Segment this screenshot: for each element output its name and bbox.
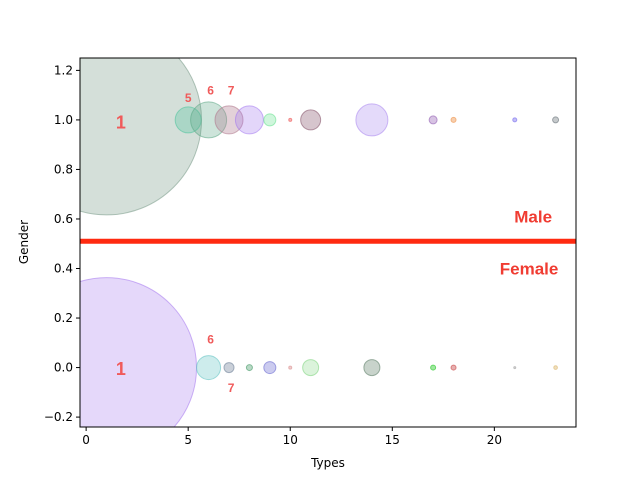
- bubble-s0-x17: [428, 115, 438, 125]
- x-axis-label: Types: [310, 456, 345, 470]
- bubble-s1-x11: [302, 359, 320, 377]
- bubble-s1-x21: [513, 366, 517, 370]
- x-tick-label: 15: [385, 433, 400, 447]
- bubble-s0-x11: [300, 109, 322, 131]
- y-tick-label: 1.0: [54, 113, 73, 127]
- x-tick-label: 0: [82, 433, 90, 447]
- bubble-annotation-2: 6: [207, 84, 214, 98]
- bubble-s0-x6: [190, 101, 228, 139]
- y-tick-label: 1.2: [54, 63, 73, 77]
- bubble-s0-x18: [450, 116, 457, 123]
- bubble-s1-x14: [363, 359, 381, 377]
- bubble-s0-x23: [552, 116, 560, 124]
- divider-layer: Male Female: [80, 208, 576, 279]
- bubble-annotation-1: 5: [185, 91, 192, 105]
- divider-label-1: Female: [500, 260, 559, 279]
- x-tick-label: 5: [184, 433, 192, 447]
- bubble-s1-x1: [80, 277, 198, 427]
- y-tick-label: 0.0: [54, 361, 73, 375]
- y-tick-label: 0.2: [54, 311, 73, 325]
- bubble-s0-x14: [355, 103, 389, 137]
- bubble-annotation-0: 1: [116, 112, 126, 132]
- plot-frame: [79, 57, 577, 428]
- bubble-annotation-5: 6: [207, 332, 214, 346]
- bubble-s0-x1: [80, 58, 203, 216]
- bubble-s1-x6: [196, 355, 222, 381]
- y-axis-label: Gender: [17, 220, 31, 264]
- bubble-s0-x10: [288, 117, 293, 122]
- bubble-s0-x5: [174, 106, 202, 134]
- bubble-s1-x17: [430, 364, 437, 371]
- bubble-s0-x9: [263, 113, 277, 127]
- y-tick-label: 0.6: [54, 212, 73, 226]
- y-tick-label: 0.4: [54, 262, 73, 276]
- bubble-s1-x7: [223, 362, 235, 374]
- bubble-s1-x9: [263, 361, 277, 375]
- bubbles-layer: [80, 58, 560, 427]
- bubble-s0-x7: [214, 105, 244, 135]
- x-axis: 0 5 10 15 20: [82, 427, 502, 447]
- bubble-annotation-3: 7: [228, 84, 235, 98]
- bubble-s1-x8: [245, 364, 253, 372]
- bubble-s1-x10: [288, 365, 293, 370]
- bubble-s0-x21: [512, 117, 518, 123]
- x-tick-label: 10: [283, 433, 298, 447]
- y-tick-label: 0.8: [54, 162, 73, 176]
- bubble-s1-x23: [553, 365, 558, 370]
- bubble-s1-x18: [450, 364, 457, 371]
- x-tick-label: 20: [487, 433, 502, 447]
- bubble-annotation-6: 7: [228, 381, 235, 395]
- y-axis: −0.2 0.0 0.2 0.4 0.6 0.8 1.0 1.2: [44, 63, 80, 424]
- bubble-s0-x8: [234, 105, 264, 135]
- divider-label-0: Male: [514, 208, 552, 227]
- bubble-annotation-4: 1: [116, 359, 126, 379]
- y-tick-label: −0.2: [44, 410, 73, 424]
